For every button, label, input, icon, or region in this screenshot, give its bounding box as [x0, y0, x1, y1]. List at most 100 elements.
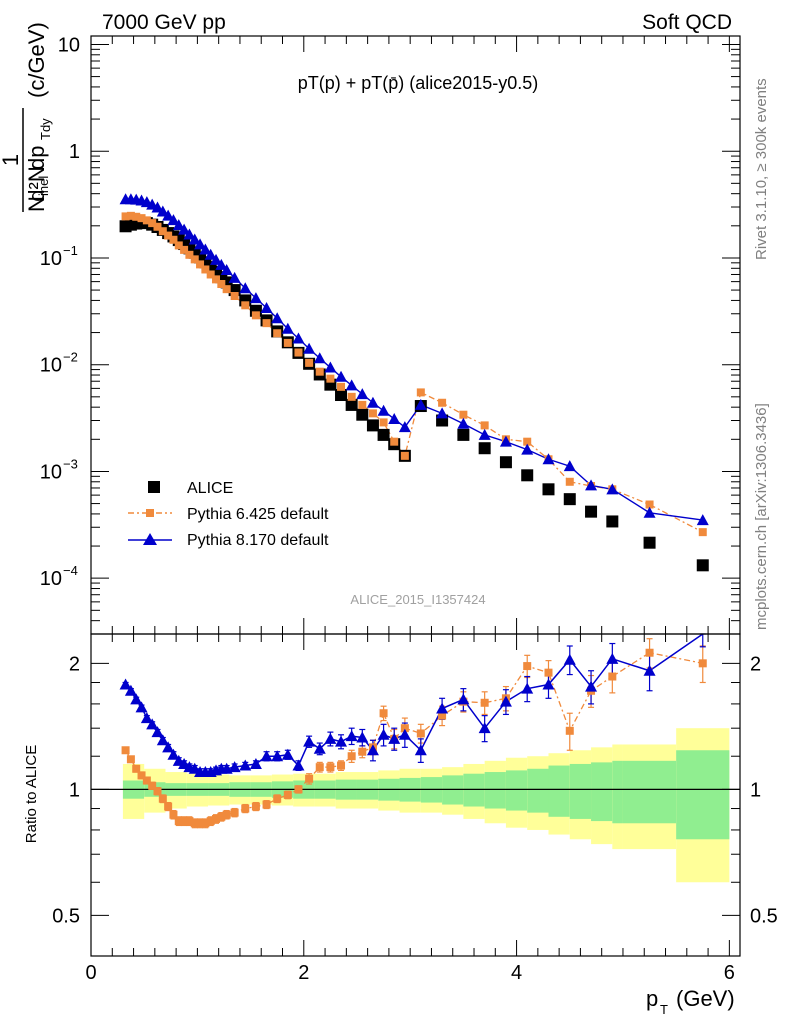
- pythia6-point: [169, 235, 178, 244]
- ratio-pythia6-point: [337, 761, 346, 770]
- ratio-pythia6-point: [126, 755, 135, 764]
- pythia6-point: [230, 292, 239, 301]
- analysis-id: ALICE_2015_I1357424: [350, 592, 485, 607]
- pythia6-point: [180, 245, 189, 254]
- legend-label-pythia8: Pythia 8.170 default: [187, 532, 329, 549]
- ratio-pythia6-point: [169, 810, 178, 819]
- pythia6-point: [337, 382, 346, 391]
- ratio-pythia8-point: [414, 744, 427, 756]
- ratio-pythia8-point: [499, 695, 512, 707]
- x-tick-label: 4: [511, 962, 522, 984]
- ratio-pythia8-point: [324, 732, 337, 744]
- pythia6-point: [174, 241, 183, 250]
- ratio-pythia6-point: [305, 774, 314, 783]
- ratio-pythia8-point: [345, 730, 358, 742]
- pythia6-point: [326, 374, 335, 383]
- pythia6-point: [201, 265, 210, 274]
- pythia8-point: [563, 460, 576, 472]
- ratio-pythia6-point: [190, 819, 199, 828]
- ratio-pythia6-point: [174, 817, 183, 826]
- pythia6-point: [698, 528, 707, 537]
- pythia6-point: [358, 400, 367, 409]
- pythia8-point: [271, 312, 284, 324]
- pythia6-point: [212, 275, 221, 284]
- ratio-band-inner: [591, 762, 613, 822]
- pythia6-point: [158, 227, 167, 236]
- ylabel-unit: (c/GeV): [24, 22, 49, 98]
- main-y-tick-exponent: −2: [63, 350, 78, 365]
- ratio-pythia6-point: [273, 794, 282, 803]
- ratio-pythia6-point: [217, 812, 226, 821]
- ratio-pythia8-point: [356, 731, 369, 743]
- alice-point: [345, 398, 358, 411]
- pythia8-point: [249, 292, 262, 304]
- pythia8-point: [696, 514, 709, 526]
- ratio-pythia6-point: [523, 662, 532, 671]
- ratio-pythia8-point: [335, 735, 348, 747]
- pythia6-point: [137, 214, 146, 223]
- pythia8-point: [151, 201, 164, 213]
- main-y-tick-label: 10: [58, 34, 80, 56]
- pythia8-point: [499, 435, 512, 447]
- pythia6-point: [294, 348, 303, 357]
- ylabel-inel: inel: [36, 176, 51, 196]
- ratio-pythia6-point: [480, 698, 489, 707]
- ratio-band-inner: [505, 770, 528, 811]
- pythia8-point: [172, 219, 185, 231]
- pythia8-point: [194, 238, 207, 250]
- ratio-pythia8-point: [271, 750, 284, 762]
- ratio-pythia8-point: [146, 718, 159, 730]
- ratio-y-tick-label-left: 0.5: [52, 905, 80, 927]
- pythia8-point: [324, 361, 337, 373]
- xlabel-unit: (GeV): [676, 986, 735, 1011]
- legend-marker-pythia8: [143, 533, 157, 545]
- pythia8-point: [478, 428, 491, 440]
- ratio-pythia8-point: [436, 702, 449, 714]
- ratio-pythia6-point: [358, 747, 367, 756]
- pythia8-point: [167, 214, 180, 226]
- pythia6-point: [480, 421, 489, 430]
- ratio-pythia8-point: [377, 728, 390, 740]
- pythia8-point: [239, 282, 252, 294]
- ylabel-N: N: [24, 196, 49, 212]
- pythia8-point: [303, 342, 316, 354]
- ratio-pythia6-point: [565, 726, 574, 735]
- ratio-pythia8-point: [124, 684, 137, 696]
- process-label: Soft QCD: [642, 11, 732, 34]
- ratio-y-tick-label-right: 2: [750, 653, 761, 675]
- ratio-pythia6-point: [315, 763, 324, 772]
- ratio-pythia6-point: [222, 810, 231, 819]
- pythia6-point: [459, 410, 468, 419]
- ratio-pythia8-point: [140, 712, 153, 724]
- main-y-tick-label: 10: [40, 355, 62, 377]
- pythia6-point: [565, 477, 574, 486]
- pythia8-point: [210, 253, 223, 265]
- pythia8-point: [178, 223, 191, 235]
- main-y-axis-label: 1 d²N N inel dp Tdy (c/GeV): [0, 22, 53, 212]
- pythia8-point: [313, 352, 326, 364]
- ratio-pythia6-point: [416, 729, 425, 738]
- alice-point: [457, 428, 470, 441]
- ratio-pythia8-point: [606, 652, 619, 664]
- pythia8-point: [162, 209, 175, 221]
- ratio-pythia6-point: [379, 709, 388, 718]
- rivet-label: Rivet 3.1.10, ≥ 300k events: [753, 78, 770, 260]
- ratio-panel: [91, 633, 740, 829]
- pythia6-point: [121, 212, 130, 221]
- pythia8-point: [281, 322, 294, 334]
- pythia8-point: [220, 264, 233, 276]
- ratio-pythia8-point: [313, 742, 326, 754]
- pythia8-point: [292, 332, 305, 344]
- alice-point: [499, 456, 512, 469]
- ratio-band-inner: [622, 760, 677, 824]
- ratio-pythia8-point: [398, 728, 411, 740]
- legend: ALICE Pythia 6.425 default Pythia 8.170 …: [128, 480, 329, 549]
- pythia6-point: [400, 451, 409, 460]
- alice-point: [377, 428, 390, 441]
- ratio-pythia6-point: [645, 648, 654, 657]
- ratio-pythia8-point: [228, 761, 241, 773]
- pythia6-point: [390, 437, 399, 446]
- pythia6-point: [438, 398, 447, 407]
